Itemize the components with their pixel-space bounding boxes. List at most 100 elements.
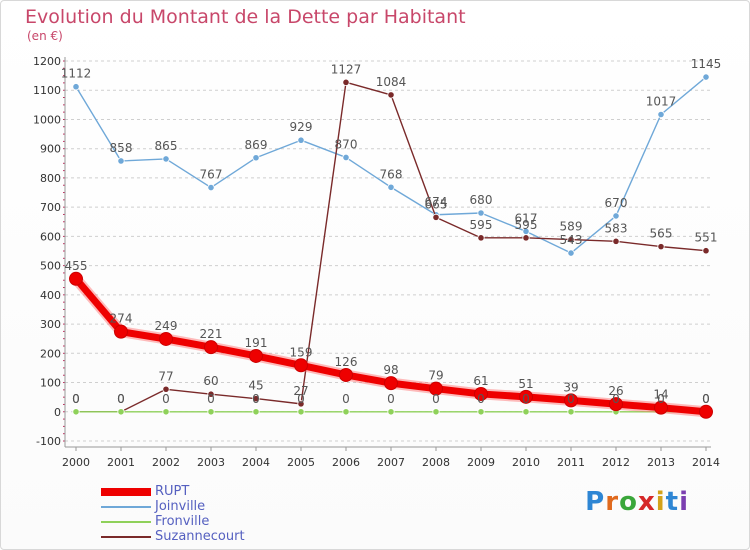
- data-label-suzannecourt: 1127: [331, 62, 362, 76]
- x-tick-label: 2004: [242, 456, 270, 469]
- data-point-suzannecourt: [702, 247, 710, 255]
- data-point-suzannecourt: [207, 390, 215, 398]
- data-point-suzannecourt: [522, 234, 530, 242]
- data-label-suzannecourt: 0: [72, 392, 80, 406]
- data-label-joinville: 1145: [691, 57, 722, 71]
- data-label-suzannecourt: 77: [158, 369, 173, 383]
- data-point-joinville: [657, 110, 665, 119]
- data-label-rupt: 249: [155, 319, 178, 333]
- legend-item-suzannecourt: Suzannecourt: [101, 529, 301, 544]
- data-point-suzannecourt: [252, 395, 260, 403]
- data-label-rupt: 191: [245, 336, 268, 350]
- legend-label: Fronville: [155, 514, 210, 529]
- x-tick-label: 2009: [467, 456, 495, 469]
- data-point-joinville: [252, 154, 260, 162]
- data-label-suzannecourt: 45: [248, 379, 263, 393]
- data-point-fronville: [342, 408, 350, 416]
- y-tick-label: -100: [36, 435, 61, 448]
- data-point-fronville: [252, 408, 260, 416]
- data-label-joinville: 1017: [646, 94, 677, 108]
- data-point-joinville: [207, 183, 215, 192]
- y-tick-label: 1000: [33, 113, 61, 126]
- legend-swatch: [101, 488, 151, 496]
- data-label-joinville: 869: [245, 138, 268, 152]
- data-point-suzannecourt: [432, 213, 440, 221]
- data-label-rupt: 274: [110, 312, 133, 326]
- data-label-fronville: 0: [477, 392, 485, 406]
- data-label-suzannecourt: 60: [203, 374, 218, 388]
- x-tick-label: 2014: [692, 456, 720, 469]
- data-point-fronville: [522, 408, 530, 416]
- data-label-fronville: 0: [567, 392, 575, 406]
- y-tick-label: 100: [40, 377, 61, 390]
- data-point-rupt: [204, 340, 218, 355]
- y-tick-label: 400: [40, 289, 61, 302]
- data-label-rupt: 126: [335, 355, 358, 369]
- legend-swatch: [101, 536, 151, 538]
- data-point-suzannecourt: [387, 91, 395, 99]
- data-label-suzannecourt: 595: [470, 218, 493, 232]
- data-label-fronville: 0: [702, 392, 710, 406]
- data-label-fronville: 0: [657, 392, 665, 406]
- data-label-fronville: 0: [342, 392, 350, 406]
- data-label-rupt: 455: [65, 259, 88, 273]
- data-point-fronville: [162, 408, 170, 416]
- data-label-rupt: 98: [383, 363, 398, 377]
- data-point-rupt: [564, 393, 578, 408]
- x-tick-label: 2002: [152, 456, 180, 469]
- data-label-joinville: 680: [470, 193, 493, 207]
- data-label-suzannecourt: 551: [695, 231, 718, 245]
- data-label-joinville: 670: [605, 196, 628, 210]
- y-tick-label: 1200: [33, 55, 61, 68]
- legend-label: Joinville: [155, 499, 206, 514]
- data-point-rupt: [384, 376, 398, 391]
- data-label-suzannecourt: 565: [650, 227, 673, 241]
- proxiti-logo: Proxiti: [585, 487, 689, 517]
- chart-title: Evolution du Montant de la Dette par Hab…: [25, 6, 466, 28]
- data-point-rupt: [699, 404, 713, 419]
- data-point-joinville: [702, 73, 710, 81]
- data-point-suzannecourt: [297, 400, 305, 408]
- data-point-joinville: [387, 183, 395, 191]
- data-point-rupt: [429, 381, 443, 396]
- data-label-rupt: 14: [653, 388, 668, 402]
- data-point-joinville: [477, 209, 485, 217]
- data-label-fronville: 0: [162, 392, 170, 406]
- data-point-suzannecourt: [657, 243, 665, 251]
- legend-item-fronville: Fronville: [101, 514, 301, 529]
- data-label-rupt: 221: [200, 327, 223, 341]
- data-label-joinville: 768: [380, 167, 403, 181]
- data-point-fronville: [117, 408, 125, 416]
- y-tick-label: 700: [40, 201, 61, 214]
- data-label-rupt: 159: [290, 345, 313, 359]
- data-point-rupt: [474, 386, 488, 401]
- data-label-joinville: 929: [290, 120, 313, 134]
- data-label-fronville: 0: [117, 392, 125, 406]
- data-point-suzannecourt: [477, 234, 485, 242]
- y-tick-label: 1100: [33, 84, 61, 97]
- data-label-fronville: 0: [432, 392, 440, 406]
- chart-subtitle: (en €): [27, 29, 63, 43]
- x-tick-label: 2000: [62, 456, 90, 469]
- data-label-suzannecourt: 595: [515, 218, 538, 232]
- data-label-fronville: 0: [207, 392, 215, 406]
- y-tick-label: 800: [40, 172, 61, 185]
- data-label-fronville: 0: [252, 392, 260, 406]
- data-label-fronville: 0: [612, 392, 620, 406]
- legend-swatch: [101, 506, 151, 508]
- data-point-fronville: [567, 408, 575, 416]
- data-label-suzannecourt: 0: [117, 392, 125, 406]
- y-tick-label: 300: [40, 318, 61, 331]
- y-tick-label: 200: [40, 347, 61, 360]
- data-point-fronville: [387, 408, 395, 416]
- data-label-rupt: 39: [563, 380, 578, 394]
- x-tick-label: 2008: [422, 456, 450, 469]
- data-point-fronville: [432, 408, 440, 416]
- legend-label: Suzannecourt: [155, 529, 245, 544]
- data-label-joinville: 617: [515, 211, 538, 225]
- data-label-rupt: 51: [518, 377, 533, 391]
- x-tick-label: 2011: [557, 456, 585, 469]
- data-point-rupt: [339, 367, 353, 382]
